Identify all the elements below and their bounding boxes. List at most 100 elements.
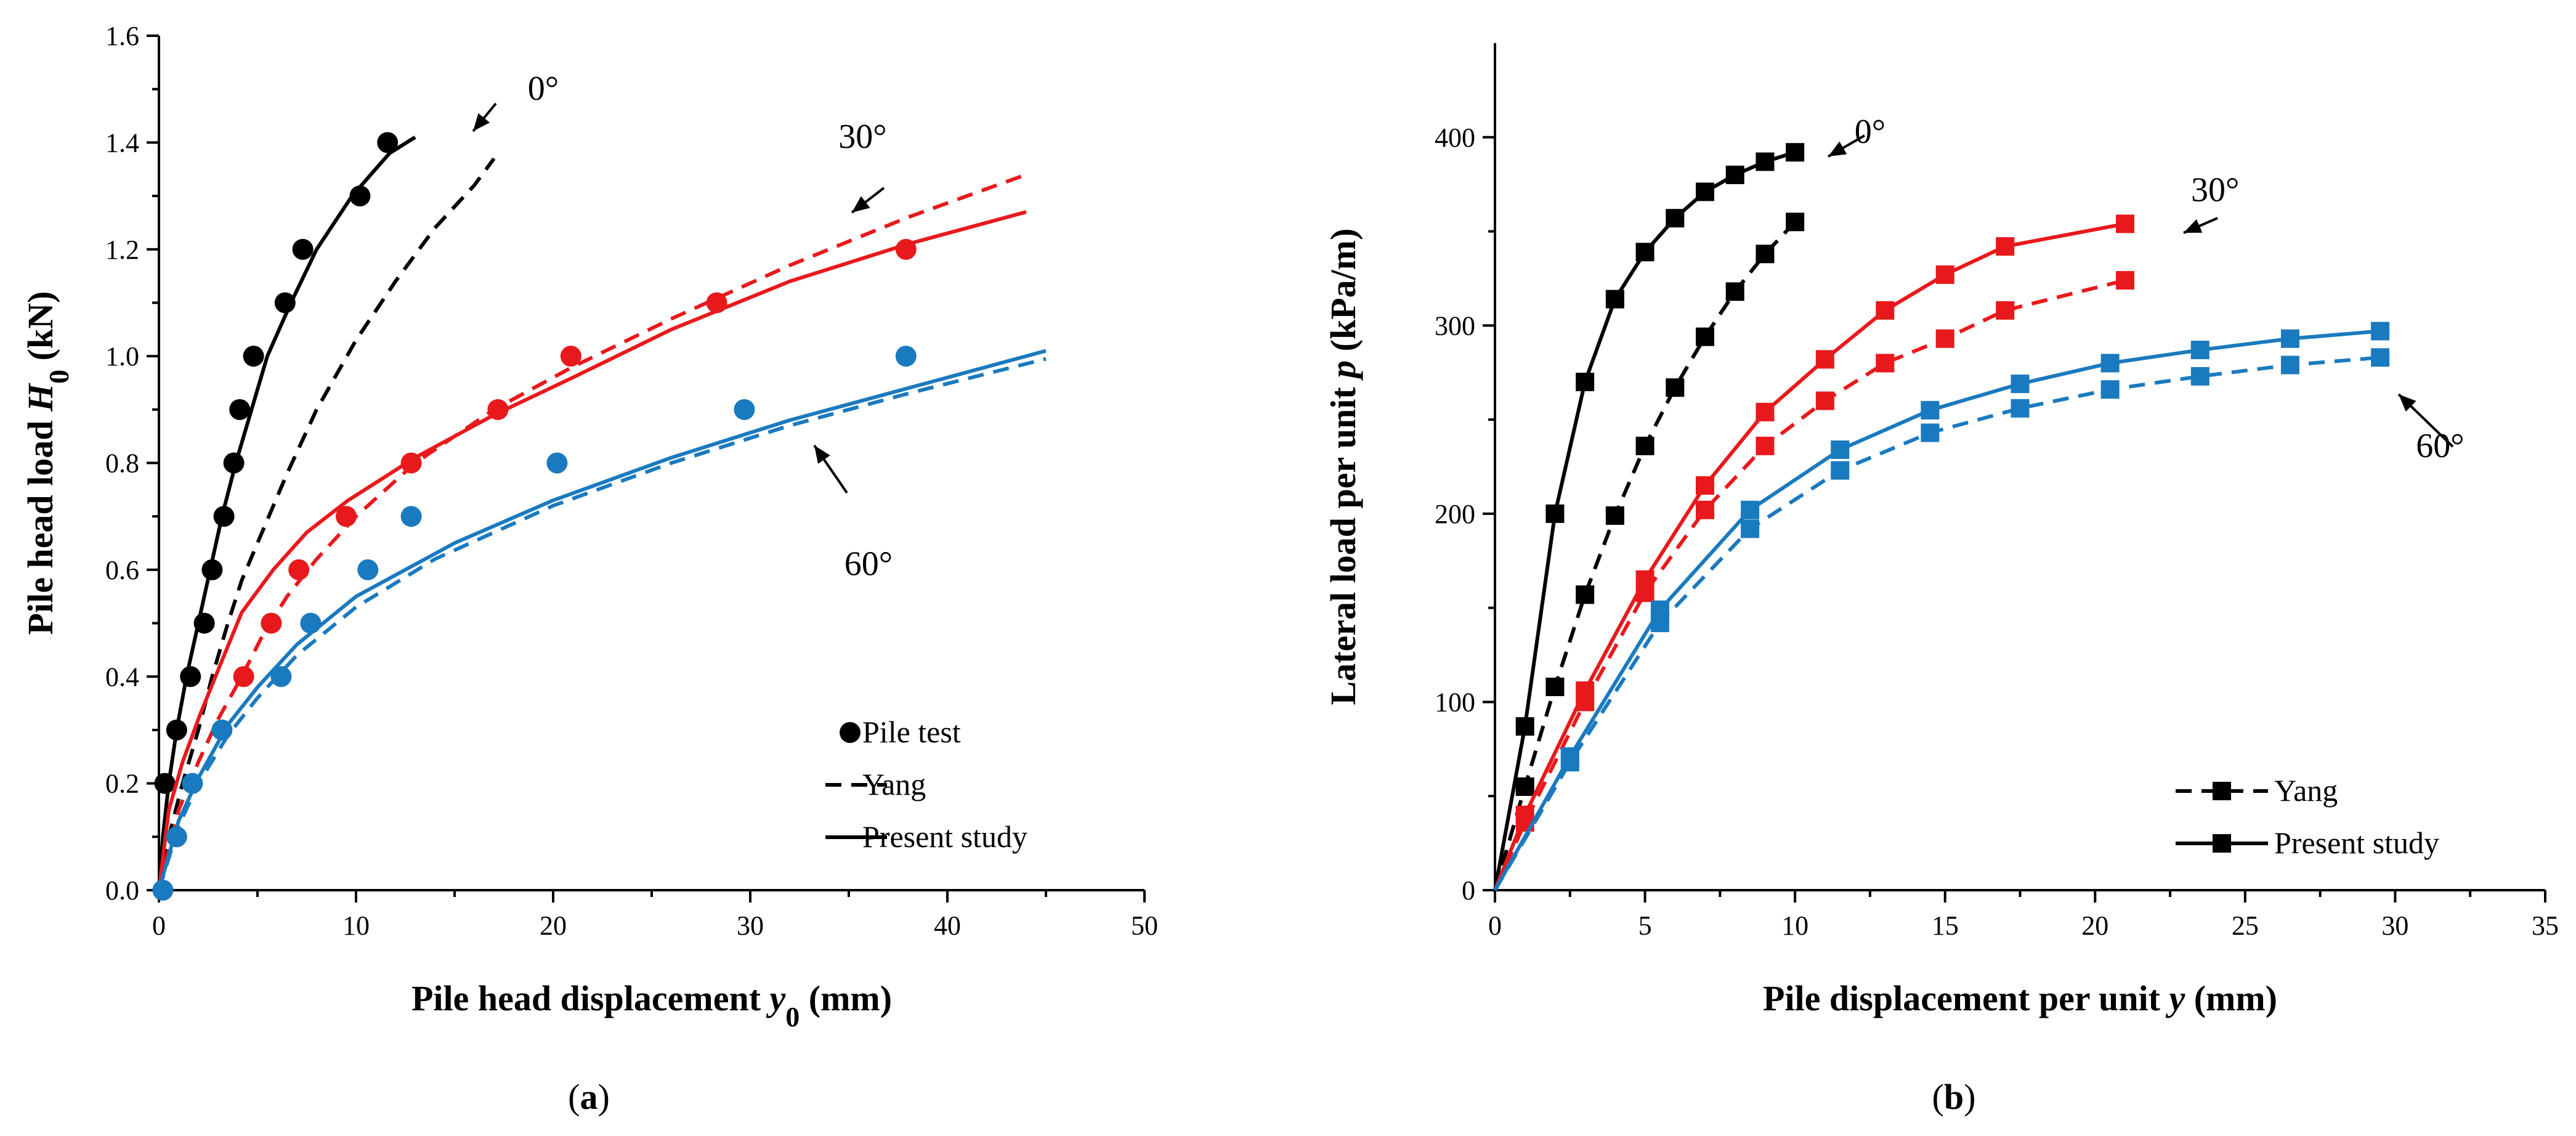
y-tick-label: 200 (1435, 499, 1475, 529)
y-tick-label: 1.0 (105, 341, 139, 371)
data-point (180, 666, 201, 688)
x-tick-label: 40 (934, 911, 961, 941)
y-tick-label: 400 (1435, 123, 1475, 153)
y-tick-label: 0.4 (105, 662, 139, 692)
data-marker (1560, 747, 1579, 766)
caption-paren: ) (1964, 1077, 1975, 1117)
legend-label: Yang (2274, 773, 2338, 808)
data-marker (2280, 329, 2299, 348)
data-marker (1815, 391, 1834, 410)
y-axis-title-main: Lateral load per unit (1323, 378, 1363, 705)
x-axis-title-unit: (mm) (2185, 978, 2277, 1018)
y-tick-label: 100 (1435, 687, 1475, 717)
data-marker (1876, 354, 1895, 373)
data-marker (1576, 373, 1595, 391)
y-axis-title-var: p (1323, 360, 1363, 381)
data-marker (2011, 399, 2030, 418)
data-marker (1876, 301, 1895, 320)
angle-annotation: 30° (838, 118, 886, 156)
data-marker (1756, 436, 1775, 455)
panel-caption: (b) (1932, 1077, 1976, 1117)
x-tick-label: 30 (737, 911, 764, 941)
data-marker (1756, 402, 1775, 421)
data-marker (1786, 213, 1805, 232)
y-axis-title-var: H (20, 383, 60, 412)
data-marker (1815, 350, 1834, 369)
data-marker (1545, 504, 1565, 523)
caption-paren: ) (598, 1077, 610, 1117)
y-tick-label: 0.8 (105, 448, 139, 479)
arrow-head (473, 113, 490, 131)
data-marker (1576, 585, 1595, 604)
x-tick-label: 10 (342, 911, 370, 941)
data-marker (1756, 245, 1775, 264)
data-point (270, 666, 292, 688)
data-point (229, 399, 251, 420)
data-marker (2116, 271, 2134, 290)
data-point (213, 506, 235, 527)
data-point (201, 559, 223, 580)
arrow-head (1828, 141, 1847, 156)
series-line (157, 210, 1027, 891)
x-tick-label: 5 (1638, 911, 1652, 941)
x-axis-title-var: y (766, 978, 786, 1018)
data-marker (1741, 500, 1760, 519)
data-marker (1725, 165, 1744, 184)
data-marker (2116, 214, 2134, 233)
data-marker (1635, 243, 1655, 262)
legend-dot-icon (840, 722, 861, 743)
x-tick-label: 30 (2381, 911, 2408, 941)
data-marker (1921, 423, 1940, 442)
data-marker (1666, 209, 1685, 228)
data-point (152, 880, 174, 901)
data-marker (1696, 182, 1714, 201)
data-marker (1515, 717, 1534, 736)
data-point (734, 399, 755, 420)
series-line (1493, 222, 2126, 891)
y-tick-label: 1.2 (105, 235, 139, 265)
data-marker (1605, 506, 1624, 525)
data-marker (1725, 282, 1744, 301)
legend-square-icon (2213, 834, 2231, 853)
y-tick-label: 0.2 (105, 769, 139, 799)
series-line (157, 357, 1047, 891)
data-marker (2100, 380, 2120, 399)
data-marker (1666, 378, 1685, 397)
data-point (546, 452, 568, 474)
y-tick-label: 300 (1435, 310, 1475, 341)
data-marker (1831, 461, 1850, 480)
angle-annotation: 30° (2191, 171, 2239, 209)
caption-paren: ( (1932, 1077, 1944, 1117)
data-point (357, 559, 379, 580)
x-axis-title-main: Pile displacement per unit (1763, 978, 2169, 1018)
data-point (560, 346, 581, 367)
data-marker (2371, 348, 2390, 367)
data-marker (1696, 500, 1714, 519)
arrow-head (814, 445, 830, 464)
data-point (400, 506, 422, 527)
x-tick-label: 0 (152, 911, 166, 941)
data-marker (1515, 805, 1534, 824)
data-marker (1996, 237, 2015, 256)
data-marker (1996, 301, 2015, 320)
data-marker (2190, 367, 2209, 386)
y-tick-label: 0.6 (105, 555, 139, 585)
series-line (157, 157, 496, 891)
series-line (157, 172, 1027, 891)
data-point (300, 612, 322, 634)
data-marker (1935, 265, 1954, 284)
x-tick-label: 15 (1932, 911, 1959, 941)
y-tick-label: 1.6 (105, 21, 139, 51)
x-tick-label: 0 (1488, 911, 1502, 941)
data-marker (2280, 355, 2299, 375)
chart-panel-a: 0 10 20 30 40 50 0.0 0.2 0.4 0.6 0.8 1.0 1.2 1.4 1.6 0°… (20, 21, 1158, 1117)
data-marker (1696, 327, 1714, 346)
series-line (157, 349, 1047, 891)
legend-label: Yang (862, 767, 926, 801)
legend-label: Present study (862, 819, 1027, 854)
y-axis-title: Lateral load per unit p (kPa/m) (1323, 229, 1363, 705)
y-axis-title: Pile head load H0 (kN) (20, 291, 75, 635)
y-axis-title-main: Pile head load (20, 412, 60, 635)
